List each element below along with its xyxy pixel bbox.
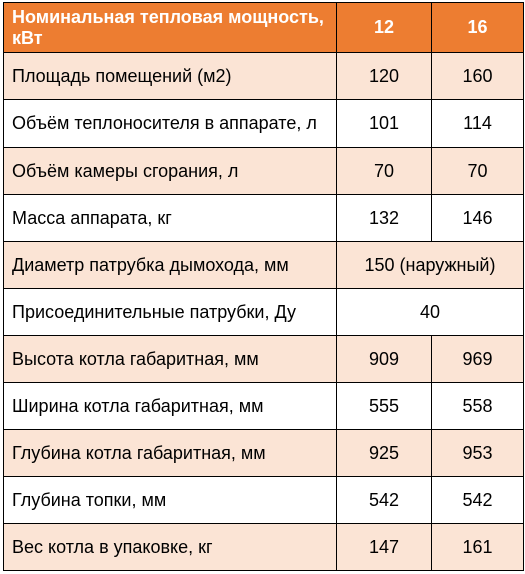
value-16: 160: [431, 52, 524, 100]
table-row: Ширина котла габаритная, мм 555 558: [3, 382, 524, 430]
row-label: Диаметр патрубка дымохода, мм: [3, 241, 337, 289]
merged-value: 40: [336, 288, 524, 336]
value-16: 161: [431, 523, 524, 571]
row-label: Высота котла габаритная, мм: [3, 335, 337, 383]
row-label: Вес котла в упаковке, кг: [3, 523, 337, 571]
value-16: 542: [431, 476, 524, 524]
row-label: Ширина котла габаритная, мм: [3, 382, 337, 430]
value-12: 101: [336, 99, 432, 148]
row-label: Масса аппарата, кг: [3, 194, 337, 242]
header-power-12: 12: [336, 2, 432, 53]
value-12: 120: [336, 52, 432, 100]
value-12: 70: [336, 147, 432, 195]
value-16: 70: [431, 147, 524, 195]
value-16: 114: [431, 99, 524, 148]
table-row: Глубина котла габаритная, мм 925 953: [3, 429, 524, 477]
row-label: Глубина котла габаритная, мм: [3, 429, 337, 477]
value-12: 147: [336, 523, 432, 571]
value-12: 542: [336, 476, 432, 524]
table-row: Вес котла в упаковке, кг 147 161: [3, 523, 524, 571]
row-label: Площадь помещений (м2): [3, 52, 337, 100]
header-parameter-label: Номинальная тепловая мощность, кВт: [3, 2, 337, 53]
table-row: Масса аппарата, кг 132 146: [3, 194, 524, 242]
header-row: Номинальная тепловая мощность, кВт 12 16: [3, 2, 524, 53]
table-row: Диаметр патрубка дымохода, мм 150 (наруж…: [3, 241, 524, 289]
value-12: 132: [336, 194, 432, 242]
value-16: 953: [431, 429, 524, 477]
value-12: 925: [336, 429, 432, 477]
row-label: Присоединительные патрубки, Ду: [3, 288, 337, 336]
table-row: Объём камеры сгорания, л 70 70: [3, 147, 524, 195]
value-16: 558: [431, 382, 524, 430]
merged-value: 150 (наружный): [336, 241, 524, 289]
table-row: Объём теплоносителя в аппарате, л 101 11…: [3, 99, 524, 148]
row-label: Объём теплоносителя в аппарате, л: [3, 99, 337, 148]
value-16: 146: [431, 194, 524, 242]
value-12: 909: [336, 335, 432, 383]
value-12: 555: [336, 382, 432, 430]
table-row: Высота котла габаритная, мм 909 969: [3, 335, 524, 383]
table-row: Присоединительные патрубки, Ду 40: [3, 288, 524, 336]
specifications-table: Номинальная тепловая мощность, кВт 12 16…: [3, 2, 524, 571]
header-power-16: 16: [431, 2, 524, 53]
row-label: Объём камеры сгорания, л: [3, 147, 337, 195]
row-label: Глубина топки, мм: [3, 476, 337, 524]
value-16: 969: [431, 335, 524, 383]
table-row: Площадь помещений (м2) 120 160: [3, 52, 524, 100]
table-row: Глубина топки, мм 542 542: [3, 476, 524, 524]
